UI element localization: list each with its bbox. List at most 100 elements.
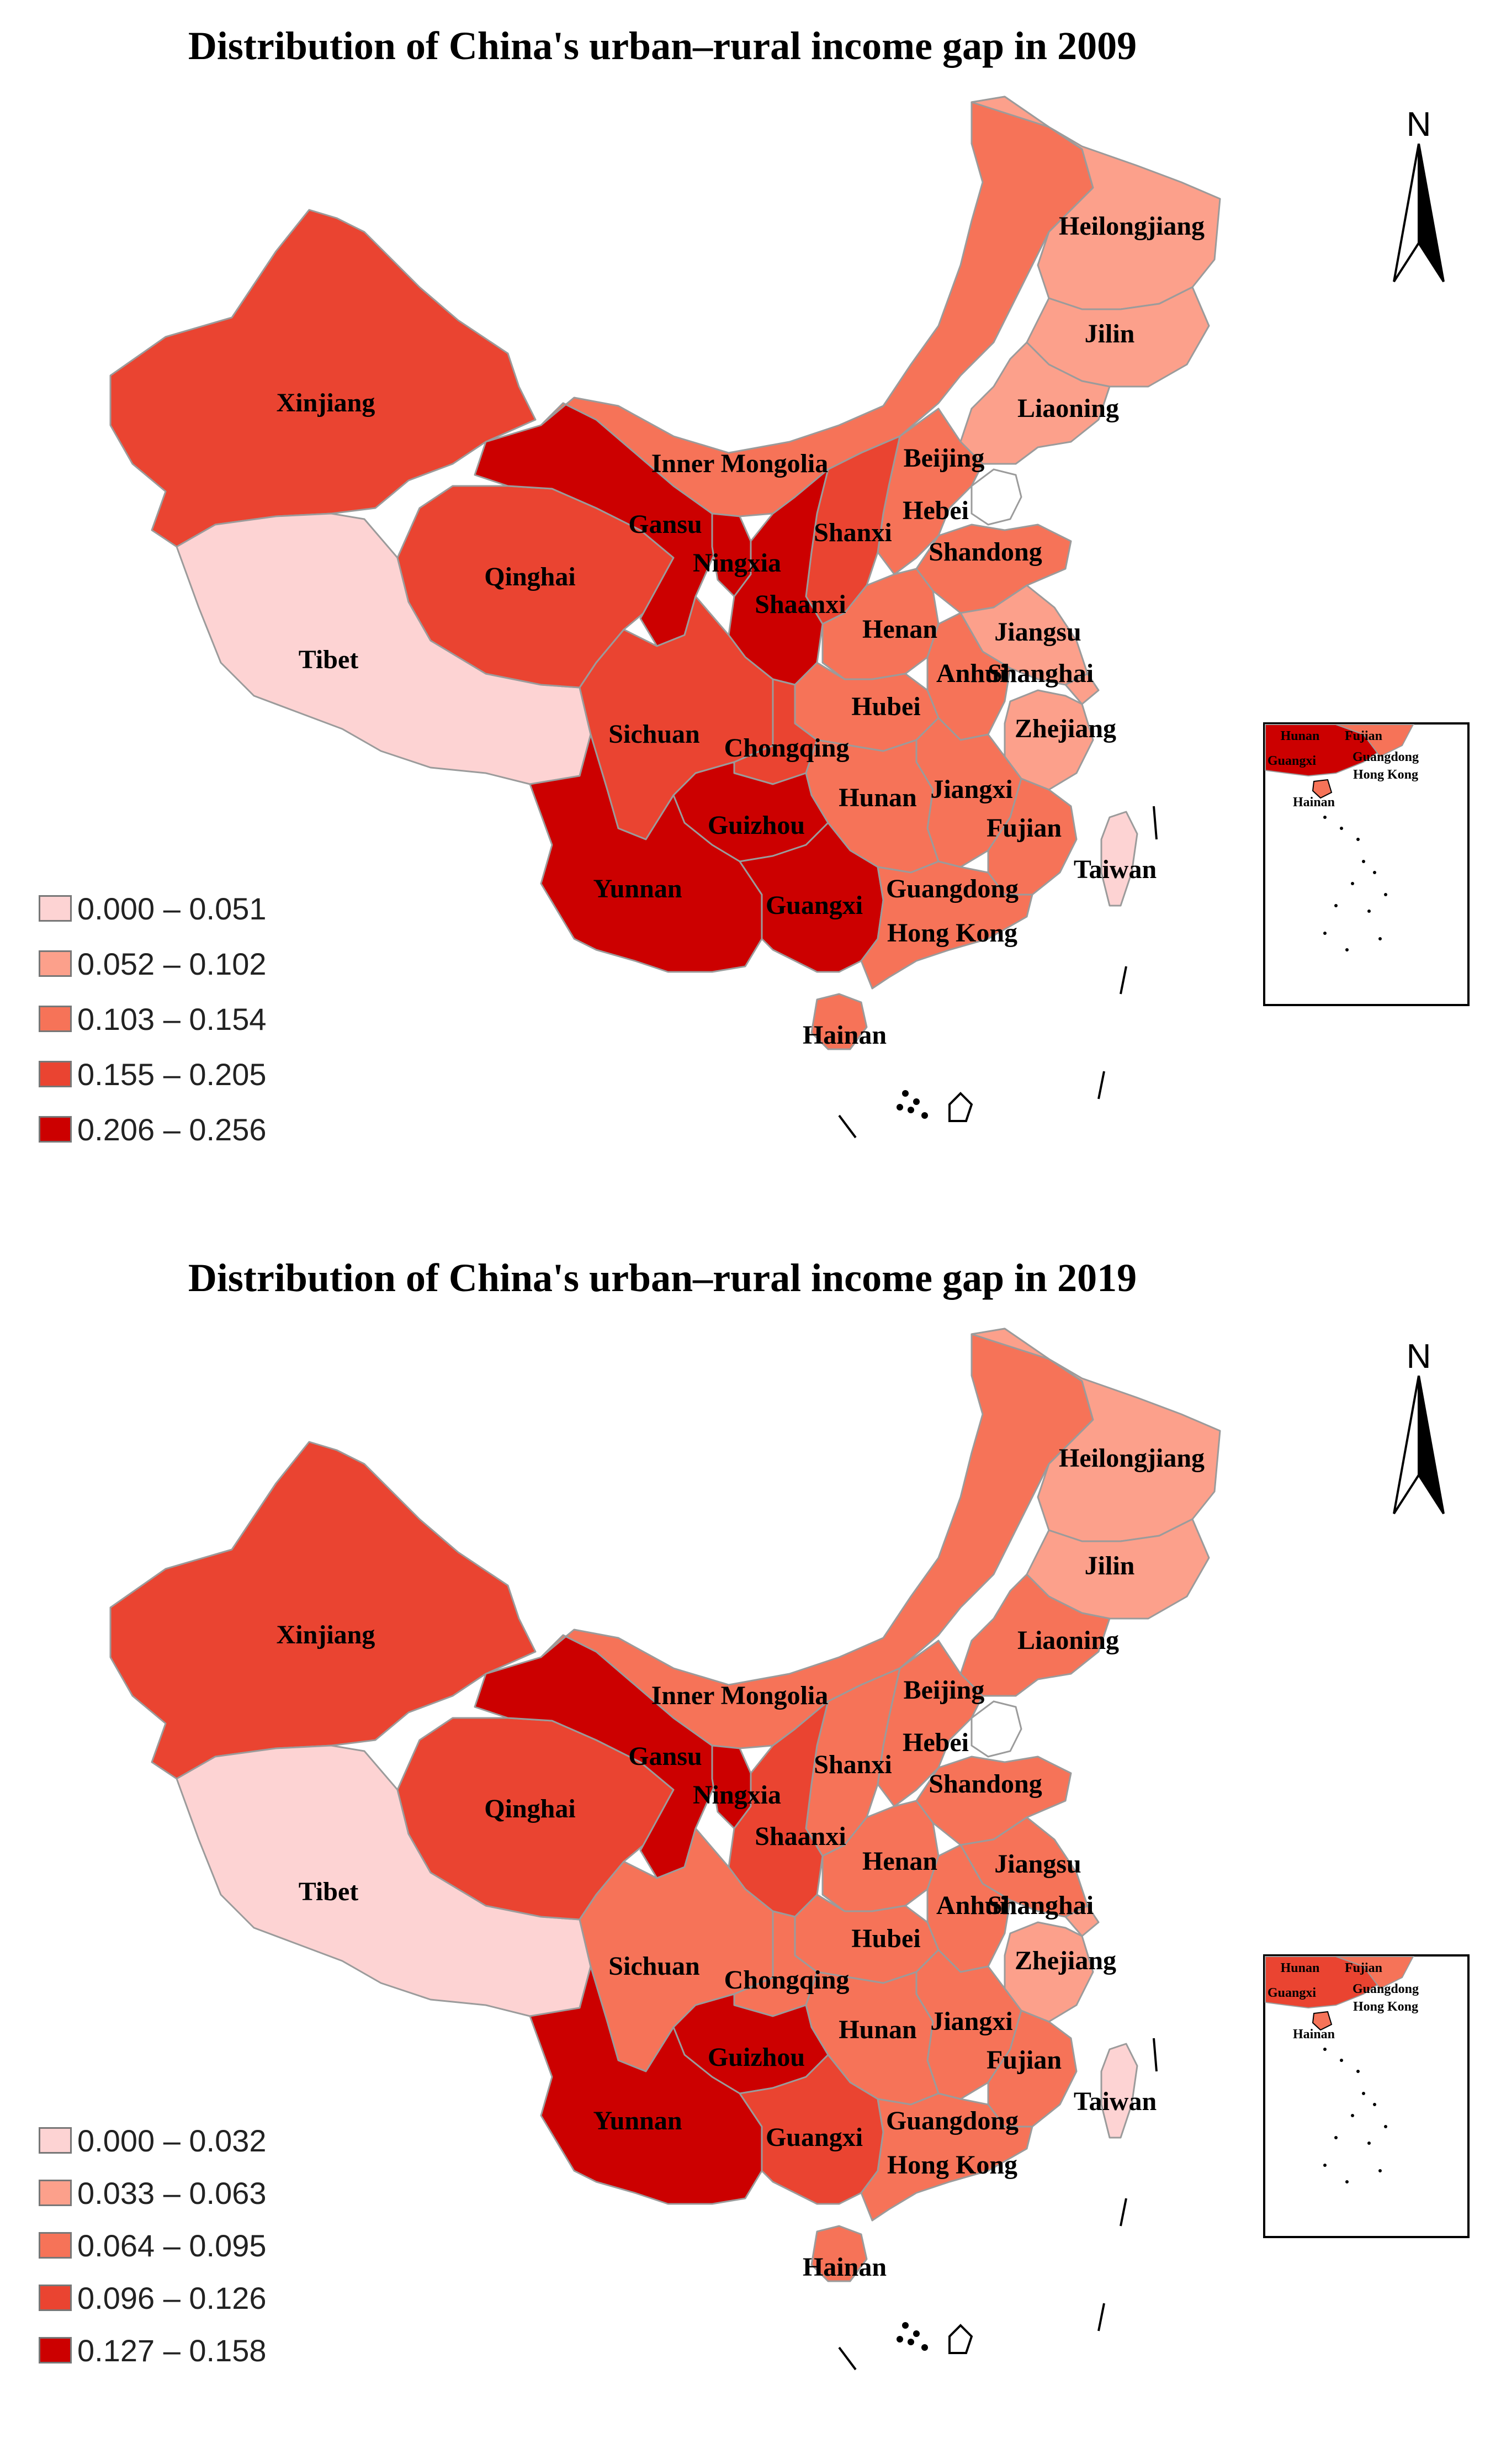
province-label-hainan: Hainan (803, 2253, 887, 2282)
province-label-henan: Henan (862, 615, 937, 644)
china-map: Heilongjiang Jilin Liaoning Beijing Inner Mo… (109, 1328, 1470, 2371)
inset-island-mark (1345, 948, 1349, 951)
boundary-mark (838, 1114, 857, 1139)
inset-island-mark (1362, 860, 1365, 863)
island-mark (913, 2330, 920, 2337)
legend-item: 0.206 – 0.256 (39, 1110, 267, 1149)
legend-item: 0.096 – 0.126 (39, 2278, 267, 2317)
boundary-mark (1097, 2303, 1105, 2331)
province-layer (109, 96, 1221, 1050)
boundary-mark (1153, 2038, 1158, 2072)
province-label-liaoning: Liaoning (1017, 1626, 1119, 1655)
province-label-taiwan: Taiwan (1074, 855, 1157, 884)
boundary-mark (948, 2324, 973, 2354)
province-label-guangdong: Guangdong (886, 2106, 1019, 2135)
inset-island-mark (1351, 2114, 1354, 2117)
inset-island-mark (1351, 882, 1354, 885)
legend-label: 0.000 – 0.032 (77, 2123, 267, 2158)
province-label-yunnan: Yunnan (593, 2106, 682, 2135)
inset-guangdong (1335, 724, 1414, 758)
province-shanghai (1064, 673, 1100, 705)
island-mark (902, 1090, 909, 1097)
province-label-inner-mongolia: Inner Mongolia (651, 449, 828, 478)
legend-label: 0.206 – 0.256 (77, 1112, 267, 1147)
north-arrow-icon (1393, 1376, 1445, 1515)
province-label-hubei: Hubei (851, 1924, 920, 1953)
legend-item: 0.000 – 0.032 (39, 2121, 267, 2160)
inset-island-mark (1345, 2180, 1349, 2183)
province-label-shanghai: Shanghai (988, 1891, 1094, 1920)
province-label-inner-mongolia: Inner Mongolia (651, 1681, 828, 1710)
province-label-jilin: Jilin (1085, 319, 1135, 348)
province-label-jiangsu: Jiangsu (994, 1849, 1081, 1879)
province-label-liaoning: Liaoning (1017, 394, 1119, 423)
inset-island-mark (1384, 2125, 1387, 2128)
inset-label-hunan: Hunan (1281, 729, 1320, 743)
province-label-shaanxi: Shaanxi (755, 1822, 846, 1851)
province-label-fujian: Fujian (987, 813, 1062, 843)
north-arrow-icon (1393, 144, 1445, 283)
legend-swatch (39, 950, 72, 977)
province-taiwan (1100, 2043, 1138, 2139)
province-liaoning (959, 1573, 1111, 1697)
legend-swatch (39, 2127, 72, 2154)
province-label-heilongjiang: Heilongjiang (1059, 211, 1205, 241)
boundary-mark (948, 1092, 973, 1122)
legend-label: 0.064 – 0.095 (77, 2228, 267, 2263)
inset-label-hainan: Hainan (1293, 2027, 1335, 2042)
province-label-hebei: Hebei (903, 1728, 969, 1757)
province-label-chongqing: Chongqing (724, 733, 850, 763)
province-label-beijing: Beijing (904, 443, 985, 473)
legend-label: 0.096 – 0.126 (77, 2280, 267, 2315)
island-mark (913, 1098, 920, 1105)
inset-island-mark (1334, 904, 1338, 907)
legend-item: 0.127 – 0.158 (39, 2331, 267, 2370)
province-guangdong (860, 860, 1033, 990)
inset-label-guangxi: Guangxi (1267, 1986, 1316, 2000)
province-label-guangxi: Guangxi (766, 2123, 863, 2152)
legend-label: 0.127 – 0.158 (77, 2333, 267, 2368)
inset-island-mark (1323, 2164, 1327, 2167)
inset-label-hong-kong: Hong Kong (1353, 768, 1418, 782)
inset-label-fujian: Fujian (1345, 1961, 1382, 1975)
legend-item: 0.064 – 0.095 (39, 2226, 267, 2265)
province-label-guangxi: Guangxi (766, 891, 863, 920)
south-china-sea-inset: Hunan Fujian Guangxi Guangdong Hong Kong Hain… (1263, 1954, 1470, 2238)
province-label-hubei: Hubei (851, 692, 920, 721)
province-labels: Heilongjiang Jilin Liaoning Beijing Inner Mo… (277, 1443, 1205, 2282)
province-label-shanxi: Shanxi (814, 518, 892, 547)
legend-swatch (39, 2232, 72, 2259)
south-china-sea-marks (838, 806, 1158, 1139)
legend-swatch (39, 895, 72, 922)
china-map: Heilongjiang Jilin Liaoning Beijing Inner Mo… (109, 96, 1470, 1139)
map-title: Distribution of China's urban–rural inco… (188, 1256, 1137, 1300)
province-label-anhui: Anhui (936, 659, 1007, 688)
island-mark (897, 2336, 903, 2343)
boundary-mark (1153, 806, 1158, 840)
inset-island-mark (1356, 838, 1360, 841)
province-label-hong-kong: Hong Kong (887, 2150, 1017, 2180)
province-label-chongqing: Chongqing (724, 1965, 850, 1995)
inset-island-mark (1323, 816, 1327, 819)
province-label-sichuan: Sichuan (608, 720, 699, 749)
province-label-beijing: Beijing (904, 1675, 985, 1705)
province-label-shandong: Shandong (929, 1769, 1042, 1799)
legend-swatch (39, 2285, 72, 2311)
island-mark (897, 1104, 903, 1111)
legend-swatch (39, 1061, 72, 1087)
boundary-mark (838, 2346, 857, 2371)
province-label-qinghai: Qinghai (484, 1794, 575, 1823)
province-shanghai (1064, 1905, 1100, 1937)
province-label-zhejiang: Zhejiang (1015, 714, 1116, 743)
inset-label-guangdong: Guangdong (1353, 750, 1419, 764)
legend-label: 0.000 – 0.051 (77, 891, 267, 926)
inset-island-mark (1367, 2142, 1371, 2145)
north-label: N (1406, 1337, 1431, 1376)
province-label-guizhou: Guizhou (708, 811, 805, 840)
map-panel-2019: Distribution of China's urban–rural inco… (0, 1232, 1485, 2464)
province-label-taiwan: Taiwan (1074, 2087, 1157, 2116)
province-label-ningxia: Ningxia (693, 1780, 781, 1810)
legend-label: 0.103 – 0.154 (77, 1001, 267, 1037)
province-label-fujian: Fujian (987, 2045, 1062, 2075)
province-label-shaanxi: Shaanxi (755, 590, 846, 619)
